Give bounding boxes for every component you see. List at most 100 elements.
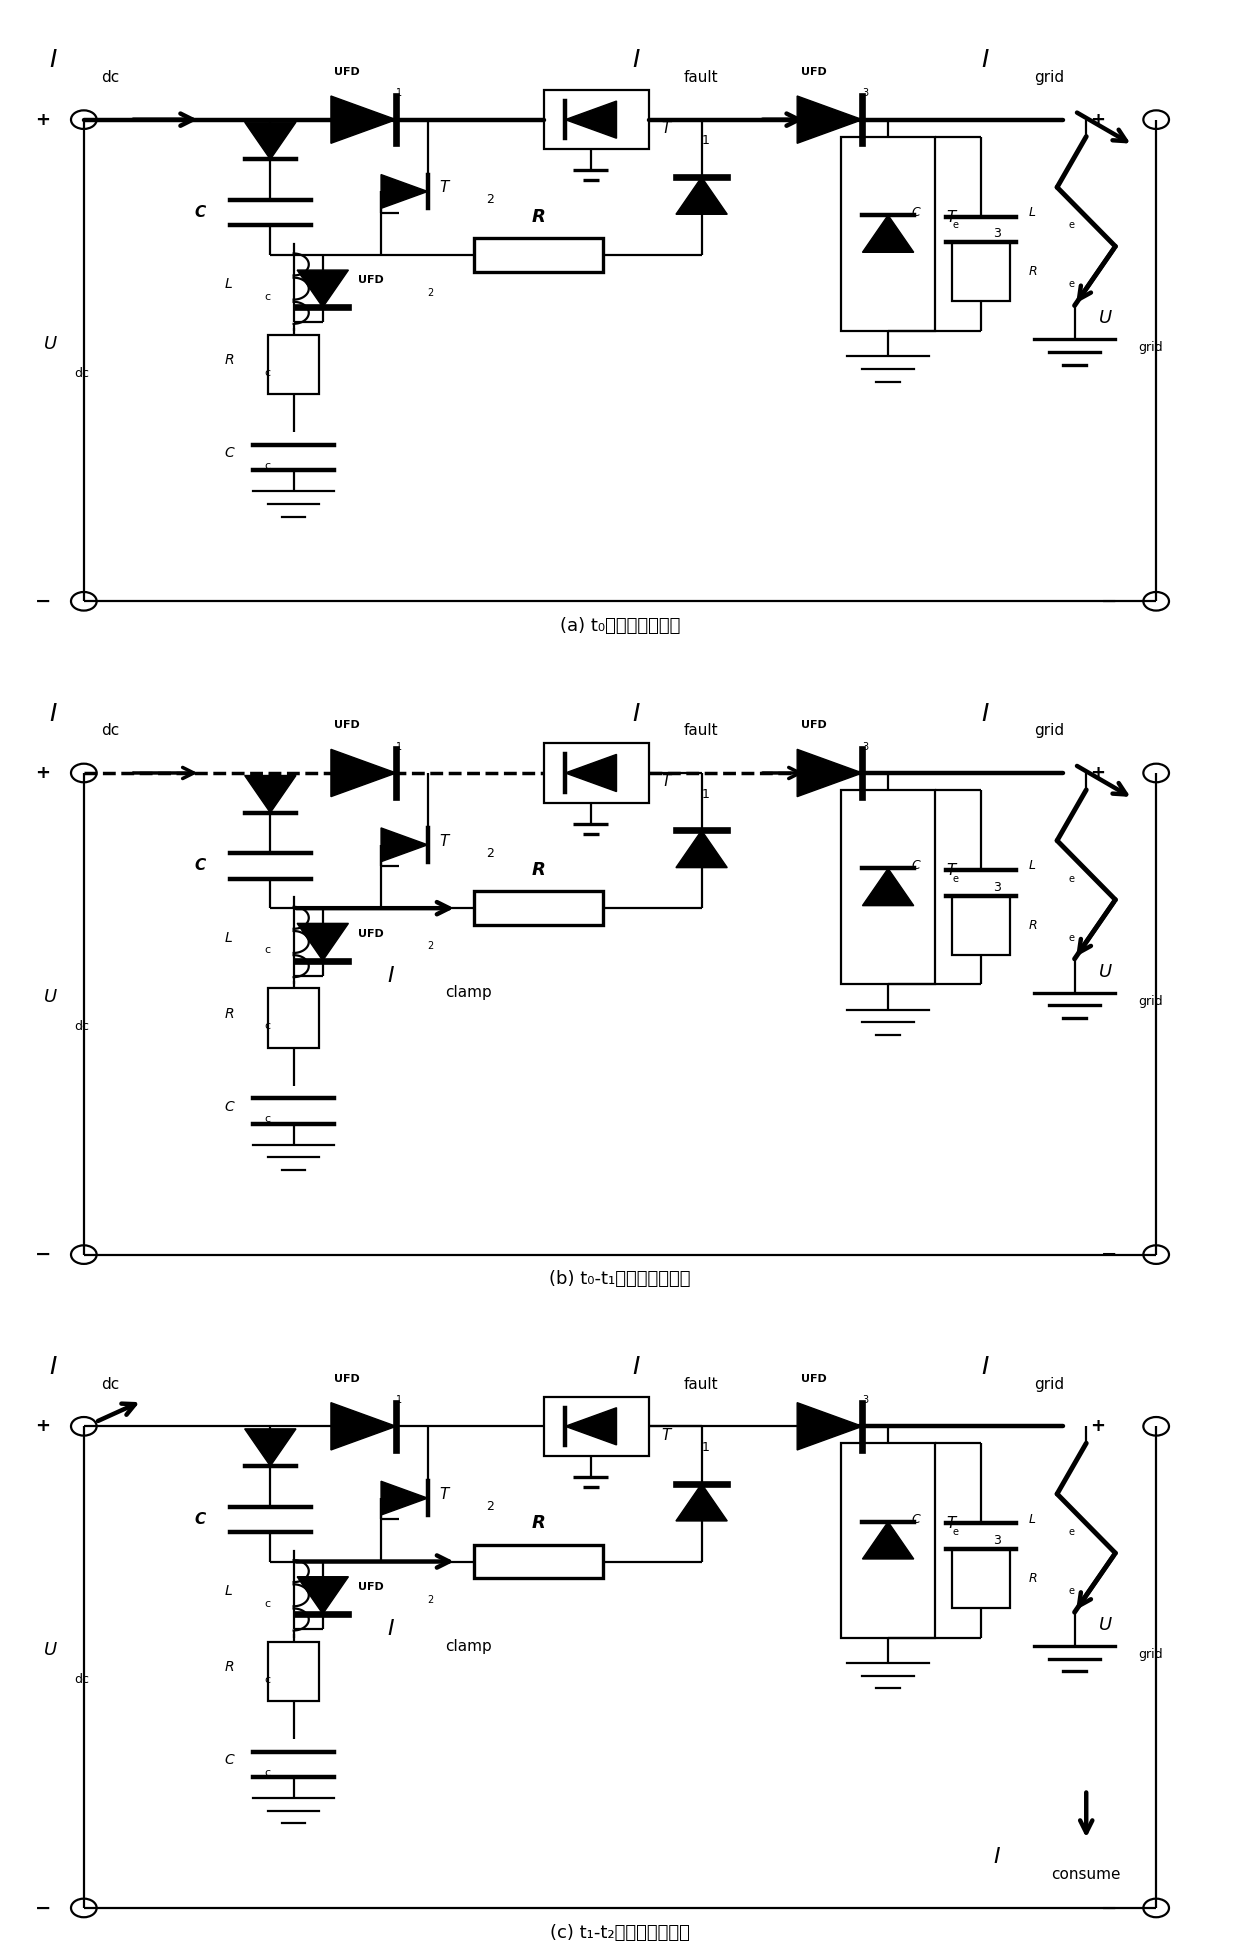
Text: c: c — [264, 292, 270, 302]
Polygon shape — [863, 216, 914, 253]
Text: $U$: $U$ — [43, 335, 58, 353]
Text: e: e — [1069, 1586, 1075, 1595]
Text: consume: consume — [1052, 1866, 1121, 1882]
Bar — [952, 896, 1011, 955]
Polygon shape — [797, 1403, 863, 1450]
Text: $R$: $R$ — [1028, 919, 1038, 931]
Text: c: c — [264, 1115, 270, 1125]
Polygon shape — [565, 102, 616, 139]
Text: $T$: $T$ — [661, 774, 673, 790]
Text: $R$: $R$ — [1028, 265, 1038, 278]
Text: $T$: $T$ — [661, 120, 673, 135]
Text: 2: 2 — [486, 1499, 494, 1513]
Bar — [544, 90, 650, 149]
Text: dc: dc — [74, 1674, 89, 1686]
Text: dc: dc — [102, 1376, 119, 1392]
Text: (b) t₀-t₁时刻电路示意图: (b) t₀-t₁时刻电路示意图 — [549, 1270, 691, 1288]
Bar — [474, 237, 603, 272]
Polygon shape — [298, 270, 348, 308]
Text: 3: 3 — [863, 88, 868, 98]
Text: $L$: $L$ — [1028, 858, 1037, 872]
Bar — [952, 1548, 1011, 1607]
Text: grid: grid — [1034, 723, 1064, 739]
Text: $L$: $L$ — [1028, 1513, 1037, 1525]
Text: $L$: $L$ — [223, 278, 233, 292]
Text: 3: 3 — [993, 880, 1001, 894]
Bar — [268, 1642, 319, 1701]
Text: 3: 3 — [993, 227, 1001, 241]
Polygon shape — [863, 1521, 914, 1558]
Text: e: e — [1069, 280, 1075, 290]
Text: $I$: $I$ — [387, 966, 394, 986]
Text: clamp: clamp — [445, 986, 492, 1000]
Text: C: C — [195, 858, 206, 874]
Text: $R$: $R$ — [223, 1660, 234, 1674]
Text: c: c — [264, 368, 270, 378]
Text: 1: 1 — [397, 88, 402, 98]
Text: grid: grid — [1138, 994, 1163, 1007]
Text: $C$: $C$ — [911, 206, 923, 220]
Text: e: e — [952, 1527, 959, 1537]
Polygon shape — [676, 831, 727, 868]
Text: grid: grid — [1034, 1376, 1064, 1392]
Text: $L$: $L$ — [1028, 206, 1037, 220]
Text: dc: dc — [74, 367, 89, 380]
Polygon shape — [331, 96, 397, 143]
Polygon shape — [676, 176, 727, 214]
Text: +: + — [1090, 110, 1105, 129]
Text: $C$: $C$ — [911, 1513, 923, 1525]
Bar — [544, 743, 650, 802]
Text: $T$: $T$ — [439, 178, 451, 196]
Text: $T$: $T$ — [946, 862, 959, 878]
Text: 2: 2 — [486, 847, 494, 860]
Text: 1: 1 — [702, 788, 709, 800]
Text: UFD: UFD — [357, 274, 383, 286]
Text: $I$: $I$ — [631, 49, 640, 73]
Text: −: − — [1101, 1245, 1117, 1264]
Text: $T$: $T$ — [439, 1486, 451, 1501]
Text: $T$: $T$ — [946, 210, 959, 225]
Text: UFD: UFD — [335, 67, 360, 76]
Text: c: c — [264, 1768, 270, 1778]
Text: UFD: UFD — [801, 67, 826, 76]
Text: 1: 1 — [702, 1441, 709, 1454]
Polygon shape — [331, 1403, 397, 1450]
Bar — [842, 1443, 935, 1637]
Text: c: c — [264, 461, 270, 470]
Polygon shape — [797, 749, 863, 796]
Text: $U$: $U$ — [1097, 962, 1112, 980]
Text: 1: 1 — [397, 741, 402, 753]
Text: e: e — [1069, 874, 1075, 884]
Polygon shape — [676, 1484, 727, 1521]
Text: UFD: UFD — [335, 721, 360, 731]
Text: grid: grid — [1138, 341, 1163, 355]
Text: e: e — [1069, 1527, 1075, 1537]
Text: fault: fault — [684, 71, 719, 84]
Text: 3: 3 — [863, 741, 868, 753]
Text: $U$: $U$ — [43, 1641, 58, 1660]
Text: $I$: $I$ — [48, 1354, 57, 1380]
Polygon shape — [565, 755, 616, 792]
Text: +: + — [1090, 1417, 1105, 1435]
Text: UFD: UFD — [357, 1582, 383, 1592]
Text: c: c — [264, 945, 270, 955]
Text: $R$: $R$ — [223, 1007, 234, 1021]
Polygon shape — [863, 868, 914, 906]
Bar — [474, 1544, 603, 1578]
Text: fault: fault — [684, 723, 719, 739]
Text: $T$: $T$ — [946, 1515, 959, 1531]
Polygon shape — [381, 827, 428, 862]
Text: R: R — [532, 208, 546, 225]
Text: e: e — [952, 220, 959, 229]
Text: $C$: $C$ — [223, 1100, 236, 1113]
Polygon shape — [298, 923, 348, 960]
Text: −: − — [1101, 1899, 1117, 1917]
Text: 1: 1 — [702, 135, 709, 147]
Text: $I$: $I$ — [48, 702, 57, 725]
Polygon shape — [381, 1482, 428, 1515]
Text: C: C — [195, 206, 206, 220]
Text: e: e — [1069, 933, 1075, 943]
Polygon shape — [244, 122, 296, 159]
Text: $T$: $T$ — [439, 833, 451, 849]
Polygon shape — [331, 749, 397, 796]
